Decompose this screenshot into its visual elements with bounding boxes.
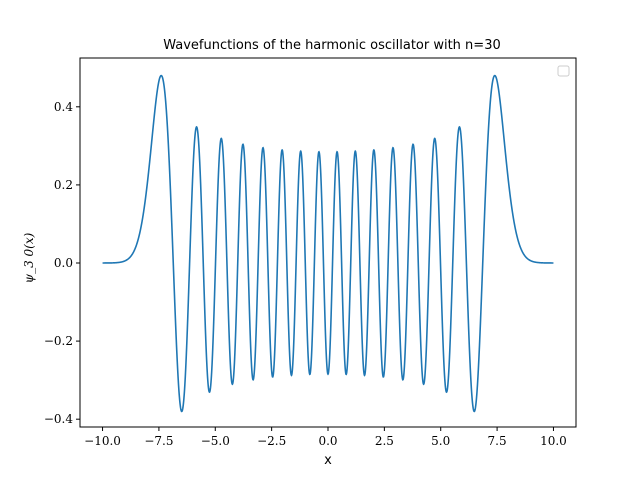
x-tick-label: 2.5 bbox=[375, 434, 394, 448]
x-tick-label: −10.0 bbox=[84, 434, 121, 448]
y-tick-label: 0.4 bbox=[54, 100, 73, 114]
x-tick-label: −7.5 bbox=[144, 434, 173, 448]
x-axis-label: x bbox=[324, 453, 332, 468]
x-tick-label: −5.0 bbox=[201, 434, 230, 448]
x-tick-label: 0.0 bbox=[318, 434, 337, 448]
y-axis-label: ψ_3 0(x) bbox=[22, 232, 36, 283]
chart-title: Wavefunctions of the harmonic oscillator… bbox=[163, 38, 500, 53]
series-group bbox=[102, 74, 554, 413]
wavefunction-line bbox=[102, 74, 554, 413]
y-axis-ticks: −0.4 −0.2 0.0 0.2 0.4 bbox=[44, 100, 80, 426]
x-tick-label: 5.0 bbox=[431, 434, 450, 448]
y-tick-label: 0.2 bbox=[54, 178, 73, 192]
x-tick-label: 7.5 bbox=[488, 434, 507, 448]
y-tick-label: −0.2 bbox=[44, 334, 73, 348]
y-tick-label: 0.0 bbox=[54, 256, 73, 270]
x-tick-label: 10.0 bbox=[540, 434, 567, 448]
x-tick-label: −2.5 bbox=[257, 434, 286, 448]
y-tick-label: −0.4 bbox=[44, 412, 74, 426]
x-axis-ticks: −10.0 −7.5 −5.0 −2.5 0.0 2.5 5.0 7.5 10.0 bbox=[84, 427, 567, 448]
legend-box bbox=[557, 65, 570, 77]
